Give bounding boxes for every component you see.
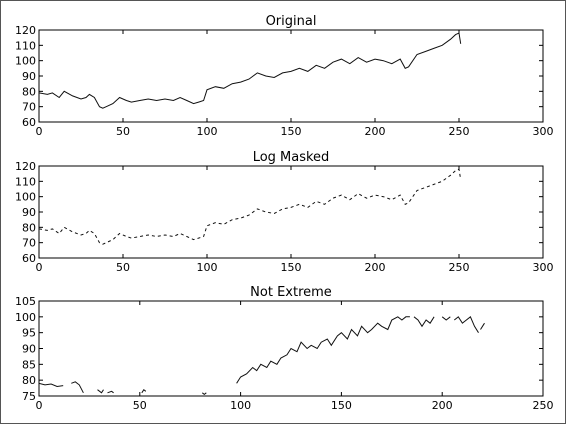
series-line-segment-8: [413, 316, 435, 328]
series-line-segment-9: [441, 316, 451, 321]
y-tick-label: 85: [22, 358, 36, 371]
x-tick-label: 200: [365, 261, 386, 274]
x-tick-label: 50: [133, 399, 147, 412]
axes-frame: [38, 165, 544, 259]
subplot-2: Log Masked 0 50 100 150 200 250 300 60 70 80 90 100 1…: [15, 150, 554, 274]
y-tick-label: 100: [15, 191, 36, 204]
x-tick-label: 0: [36, 125, 43, 138]
y-tick-label: 90: [22, 343, 36, 356]
x-tick-label: 100: [197, 125, 218, 138]
x-tick-label: 50: [116, 125, 130, 138]
y-tick-label: 60: [22, 116, 36, 129]
x-tick-label: 200: [365, 125, 386, 138]
series-line-segment-6: [201, 392, 207, 396]
series-line-segment-5: [141, 388, 147, 394]
y-tick-label: 80: [22, 221, 36, 234]
x-tick-label: 100: [197, 261, 218, 274]
x-tick-label: 250: [533, 399, 554, 412]
y-tick-label: 100: [15, 311, 36, 324]
series-line-segment-1: [39, 382, 64, 388]
axes-frame: [38, 29, 544, 123]
x-tick-label: 0: [36, 399, 43, 412]
y-tick-label: 120: [15, 160, 36, 173]
x-tick-label: 0: [36, 261, 43, 274]
y-tick-label: 90: [22, 70, 36, 83]
x-tick-label: 150: [331, 399, 352, 412]
series-line: [39, 168, 462, 245]
series-line-segment-11: [480, 322, 485, 330]
y-tick-label: 80: [22, 374, 36, 387]
y-tick-label: 90: [22, 206, 36, 219]
y-tick-label: 110: [15, 175, 36, 188]
series-line-segment-2: [71, 381, 84, 394]
y-tick-label: 80: [22, 85, 36, 98]
y-tick-label: 70: [22, 101, 36, 114]
chart-title: Log Masked: [253, 150, 330, 165]
y-tick-label: 70: [22, 237, 36, 250]
chart-title: Original: [266, 14, 317, 29]
x-tick-label: 50: [116, 261, 130, 274]
y-tick-label: 60: [22, 252, 36, 265]
x-tick-label: 250: [449, 125, 470, 138]
x-tick-label: 150: [281, 261, 302, 274]
y-tick-label: 75: [22, 390, 36, 403]
x-tick-label: 150: [281, 125, 302, 138]
series-line-segment-10: [453, 316, 479, 333]
series-line-segment-3: [97, 389, 104, 394]
x-tick-label: 100: [230, 399, 251, 412]
subplot-3: Not Extreme 0 50 100 150 200 250 75 80 85 90 95 100 1…: [15, 285, 554, 412]
series-line: [39, 32, 462, 109]
y-tick-label: 120: [15, 24, 36, 37]
x-tick-label: 300: [533, 261, 554, 274]
series-line-segment-7: [236, 316, 410, 384]
y-tick-label: 105: [15, 295, 36, 308]
x-tick-label: 200: [432, 399, 453, 412]
chart-title: Not Extreme: [250, 285, 332, 300]
subplot-1: Original 0 50 100 150 200 250 300 60 70 80 90 100 110…: [15, 14, 554, 138]
y-tick-label: 110: [15, 39, 36, 52]
y-tick-label: 95: [22, 327, 36, 340]
y-tick-label: 100: [15, 55, 36, 68]
x-tick-label: 250: [449, 261, 470, 274]
x-tick-label: 300: [533, 125, 554, 138]
series-line-segment-4: [107, 390, 114, 394]
